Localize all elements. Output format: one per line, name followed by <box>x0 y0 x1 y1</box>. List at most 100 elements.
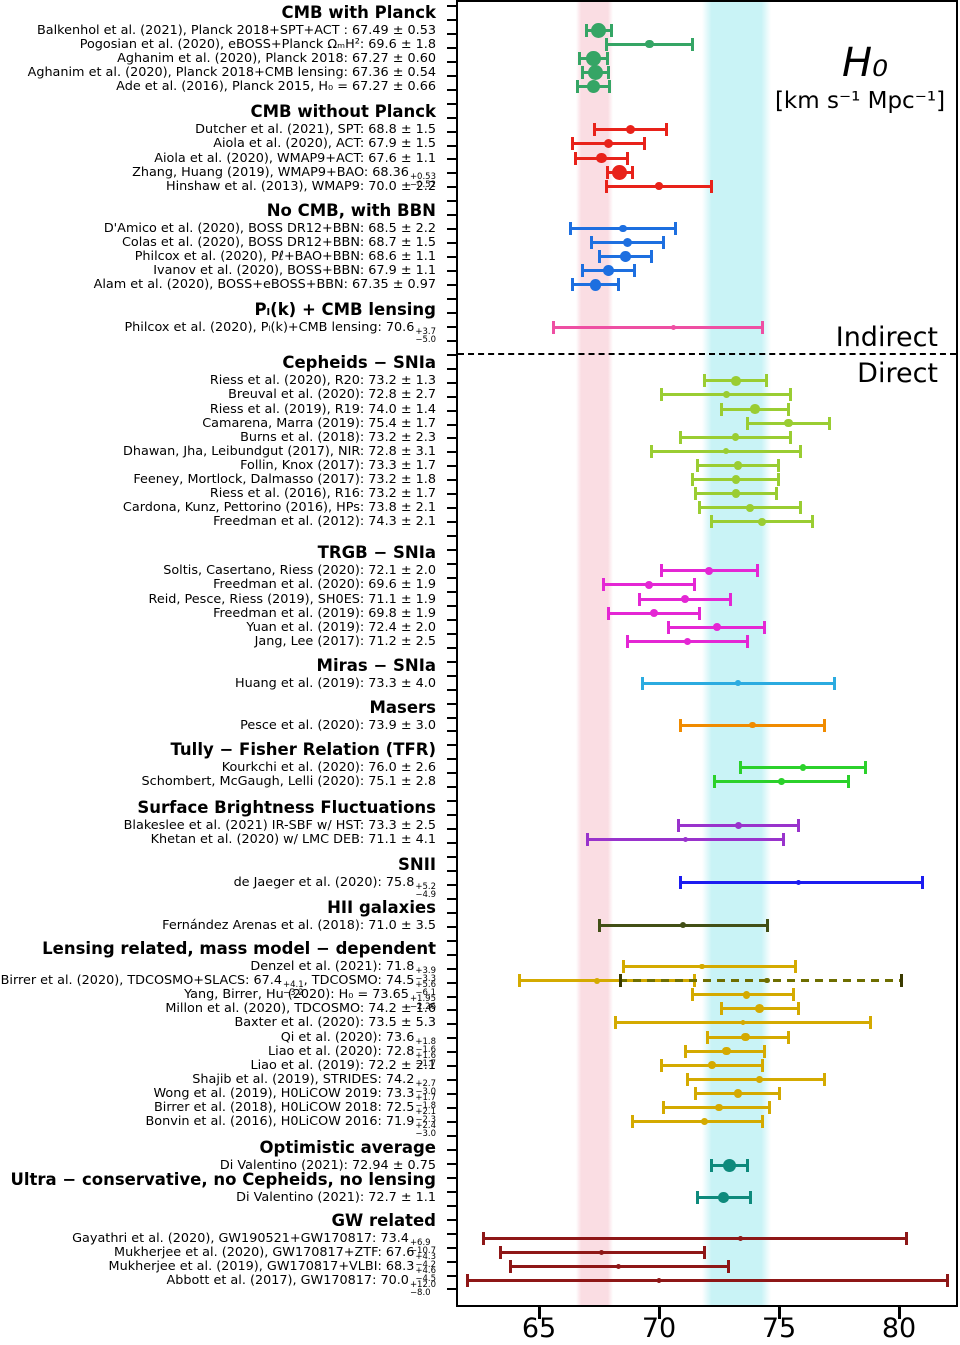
error-bar <box>676 818 800 832</box>
data-point <box>588 64 604 81</box>
error-bar-cap-right <box>664 123 668 137</box>
data-point <box>795 880 801 885</box>
measurement-label: Abbott et al. (2017), GW170817: 70.0 +12.… <box>166 1273 436 1298</box>
error-bar-cap-left <box>719 402 723 416</box>
y-tick <box>447 967 456 970</box>
section-title: Lensing related, mass model − dependent <box>42 939 436 958</box>
section-title: HII galaxies <box>327 897 436 917</box>
error-bar <box>662 1101 771 1115</box>
section-title: SNII <box>398 855 436 874</box>
measurement-label: Mukherjee et al. (2019), GW170817+VLBI: … <box>108 1258 436 1284</box>
data-point <box>740 1020 746 1026</box>
y-tick <box>447 339 456 342</box>
asymmetric-error: +4.3 −4.2 <box>415 1251 436 1270</box>
error-bar-cap-right <box>609 23 613 37</box>
error-bar-cap-right <box>674 222 678 235</box>
error-bar-cap-left <box>698 501 702 515</box>
y-tick <box>447 786 456 789</box>
data-point <box>741 1032 750 1042</box>
asymmetric-error: +3.7 −5.0 <box>415 327 436 345</box>
error-bar-line <box>465 1279 949 1282</box>
y-tick <box>447 1232 456 1235</box>
error-bar <box>698 501 803 515</box>
error-bar-cap-right <box>729 592 733 606</box>
error-bar-cap-right <box>863 761 867 774</box>
y-tick <box>447 995 456 998</box>
y-tick <box>447 270 456 272</box>
error-bar-cap-left <box>508 1259 512 1273</box>
data-point <box>650 609 659 618</box>
measurement-label: Liao et al. (2020): 72.8 +1.6 −1.7 <box>268 1043 436 1069</box>
error-bar-cap-right <box>760 1115 764 1129</box>
y-tick <box>447 897 456 900</box>
error-bar-cap-left <box>659 1058 663 1072</box>
error-bar-cap-right <box>777 473 781 486</box>
measurement-label: Alam et al. (2020), BOSS+eBOSS+BBN: 67.3… <box>93 277 436 293</box>
error-bar <box>577 51 610 66</box>
y-tick <box>447 925 456 928</box>
error-bar-cap-right <box>691 37 695 51</box>
error-bar <box>640 676 836 690</box>
data-point <box>733 461 743 470</box>
error-bar <box>695 458 781 472</box>
error-bar <box>746 416 831 430</box>
data-point <box>682 836 689 843</box>
asymmetric-error: +3.9 −3.3 <box>415 966 436 984</box>
error-bar <box>607 606 702 620</box>
error-bar <box>585 832 786 846</box>
data-point <box>723 1159 736 1173</box>
error-bar <box>739 761 867 775</box>
error-bar <box>679 718 827 732</box>
error-bar-cap-left <box>693 487 697 501</box>
error-bar <box>614 1016 872 1030</box>
error-bar-cap-left <box>667 620 671 634</box>
error-bar-cap-left <box>739 761 743 774</box>
data-point <box>655 182 663 190</box>
error-bar-cap-left <box>465 1274 469 1287</box>
y-tick <box>447 883 456 886</box>
y-tick <box>447 1274 456 1277</box>
x-tick <box>897 1306 901 1319</box>
data-point <box>619 224 627 233</box>
y-tick <box>447 284 456 286</box>
shoes-band <box>701 2 771 1305</box>
y-tick <box>447 1176 456 1179</box>
data-point <box>732 433 740 441</box>
y-tick <box>447 1009 456 1012</box>
measurement-label: Follin, Knox (2017): 73.3 ± 1.7 <box>240 457 436 473</box>
error-bar-cap-left <box>683 1044 687 1058</box>
data-point <box>731 489 741 498</box>
y-tick <box>447 437 456 440</box>
error-bar-cap-left <box>659 388 663 402</box>
error-bar-cap-right <box>868 1016 872 1030</box>
error-bar <box>597 250 654 264</box>
measurement-label: Baxter et al. (2020): 73.5 ± 5.3 <box>234 1015 436 1031</box>
measurement-label: D'Amico et al. (2020), BOSS DR12+BBN: 68… <box>103 221 436 236</box>
data-point <box>718 1192 730 1203</box>
error-bar-dashed <box>619 974 903 988</box>
error-bar <box>576 79 611 94</box>
y-tick <box>447 1065 456 1068</box>
error-bar-cap-right <box>626 151 630 165</box>
x-tick <box>537 1306 541 1319</box>
data-point <box>784 418 793 428</box>
section-title: TRGB − SNIa <box>317 543 436 563</box>
measurement-label: Yuan et al. (2019): 72.4 ± 2.0 <box>246 619 436 635</box>
measurement-label: Freedman et al. (2019): 69.8 ± 1.9 <box>213 605 436 621</box>
asymmetric-error: +1.95 −2.26 <box>409 994 436 1013</box>
error-bar-cap-left <box>676 818 680 832</box>
y-tick <box>447 214 456 217</box>
y-tick <box>447 688 456 691</box>
measurement-label: Pesce et al. (2020): 73.9 ± 3.0 <box>240 717 436 733</box>
y-tick <box>447 758 456 761</box>
data-point <box>707 1061 716 1070</box>
y-tick <box>447 730 456 733</box>
error-bar <box>499 1245 707 1259</box>
y-tick <box>447 18 456 21</box>
data-point <box>681 594 690 604</box>
error-bar-cap-right <box>775 487 779 501</box>
error-bar-cap-right <box>633 264 637 278</box>
error-bar-line <box>518 979 697 983</box>
section-title: Cepheids − SNIa <box>282 353 436 373</box>
error-bar-cap-left <box>710 1159 714 1173</box>
